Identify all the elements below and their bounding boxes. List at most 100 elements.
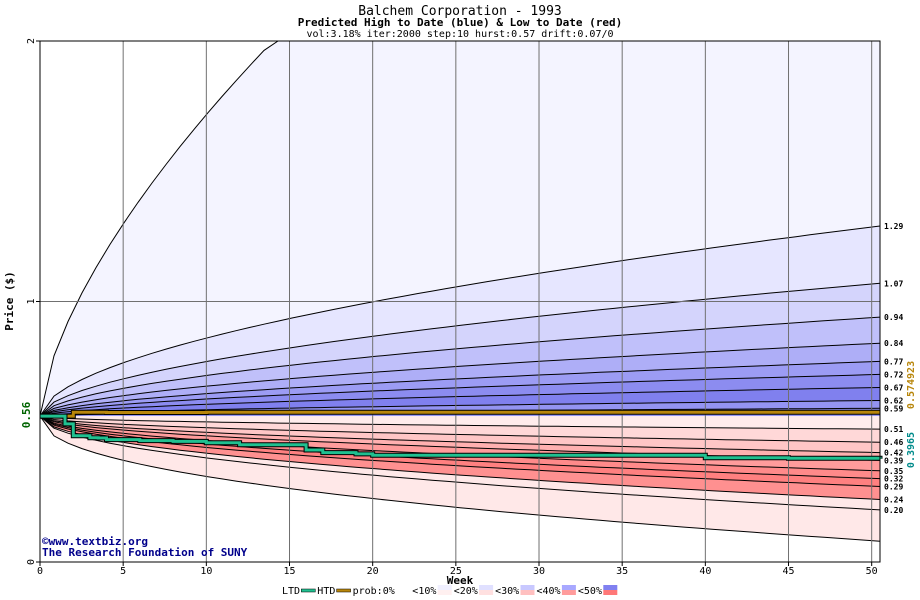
y-tick-label: 0 [26, 559, 37, 565]
quantile-label-0.84: 0.84 [884, 339, 903, 348]
start-price-label: 0.56 [20, 401, 33, 428]
lower-quantile-line-0.42 [39, 415, 881, 454]
upper-quantile-line-0.67 [39, 387, 881, 417]
x-tick-label: 45 [782, 566, 794, 577]
htd-final-value: 0.574923 [906, 361, 917, 409]
quantile-label-0.59: 0.59 [884, 404, 903, 413]
legend-label-5: <30% [495, 586, 519, 597]
legend-swatch-blue-7 [603, 585, 618, 590]
band-red-2 [40, 416, 880, 453]
x-tick-label: 35 [616, 566, 628, 577]
band-blue-1 [40, 226, 880, 417]
legend-swatch-red-2 [396, 590, 411, 595]
x-tick-label: 50 [866, 566, 878, 577]
band-blue-5 [40, 361, 880, 417]
grid [40, 41, 880, 562]
lower-quantile-line-0.29 [39, 415, 881, 487]
credit-site: ©www.textbiz.org [42, 535, 148, 548]
band-blue-2 [40, 283, 880, 417]
quantile-label-0.35: 0.35 [884, 467, 903, 476]
upper-quantile-line-0.84 [39, 342, 881, 417]
band-red-7 [40, 416, 880, 500]
y-tick-label: 1 [26, 298, 37, 304]
legend-line-swatch-1 [336, 588, 351, 593]
legend-swatch-red-4 [479, 590, 494, 595]
chart-title: Balchem Corporation - 1993 [358, 4, 562, 19]
band-blue-3 [40, 317, 880, 417]
quantile-label-1.29: 1.29 [884, 222, 903, 231]
y-axis-ticks: 0 1 2 [26, 38, 40, 565]
band-red-6 [40, 416, 880, 487]
htd-line [40, 410, 880, 418]
chart-subtitle: Predicted High to Date (blue) & Low to D… [298, 16, 623, 29]
upper-quantile-line-0.94 [39, 316, 881, 417]
legend-swatch-blue-2 [396, 585, 411, 590]
band-blue-0 [40, 41, 880, 417]
legend-swatch-red-3 [437, 590, 452, 595]
quantile-label-0.32: 0.32 [884, 475, 903, 484]
legend-swatch-blue-3 [437, 585, 452, 590]
legend-label-7: <50% [578, 586, 602, 597]
legend-swatch-blue-6 [561, 585, 576, 590]
legend-swatch-red-5 [520, 590, 535, 595]
band-red-9 [40, 416, 880, 542]
ltd-final-value: 0.3965 [906, 432, 917, 468]
upper-quantile-line-0.77 [39, 360, 881, 417]
quantile-end-labels: 1.29 1.07 0.94 0.84 0.77 0.72 0.67 0.620.59 0.51… [884, 222, 903, 515]
x-tick-label: 0 [37, 566, 43, 577]
x-axis-ticks: 0 5 10 15 20 25 30 35 40 45 50 [37, 562, 878, 577]
x-tick-label: 40 [699, 566, 711, 577]
quantile-label-0.51: 0.51 [884, 425, 903, 434]
copyright-icon: © [42, 535, 49, 548]
chart-params: vol:3.18% iter:2000 step:10 hurst:0.57 d… [306, 29, 613, 40]
quantile-label-0.94: 0.94 [884, 313, 903, 322]
y-axis-label: Price ($) [3, 271, 16, 331]
x-tick-label: 25 [450, 566, 462, 577]
quantile-label-0.42: 0.42 [884, 449, 903, 458]
quantile-label-0.72: 0.72 [884, 370, 903, 379]
quantile-label-0.67: 0.67 [884, 383, 903, 392]
x-axis-label: Week [447, 574, 474, 587]
band-blue-6 [40, 374, 880, 417]
band-blue-4 [40, 343, 880, 417]
legend-label-0: LTD [282, 586, 300, 597]
quantile-label-0.77: 0.77 [884, 357, 903, 366]
outer-low-line [39, 415, 881, 542]
legend-line-swatch-0 [301, 588, 316, 593]
x-tick-label: 5 [120, 566, 126, 577]
quantile-label-0.20: 0.20 [884, 506, 903, 515]
quantile-label-0.39: 0.39 [884, 456, 903, 465]
legend-swatch-red-6 [561, 590, 576, 595]
legend-label-3: <10% [412, 586, 436, 597]
upper-quantile-line-1.07 [39, 282, 881, 417]
quantile-label-0.29: 0.29 [884, 482, 903, 491]
lower-quantile-line-0.46 [39, 415, 881, 443]
upper-quantile-line-0.72 [39, 373, 881, 417]
y-tick-label: 2 [26, 38, 37, 44]
x-tick-label: 15 [283, 566, 295, 577]
quantile-label-0.24: 0.24 [884, 495, 903, 504]
quantile-label-0.62: 0.62 [884, 396, 903, 405]
legend-swatch-blue-5 [520, 585, 535, 590]
band-blue-7 [40, 387, 880, 417]
credit-org: The Research Foundation of SUNY [42, 546, 248, 559]
lower-quantile-line-0.20 [39, 415, 881, 511]
x-tick-label: 20 [367, 566, 379, 577]
credit-site-text: www.textbiz.org [49, 535, 148, 548]
upper-quantile-line-1.29 [39, 225, 881, 417]
band-red-3 [40, 416, 880, 461]
legend-label-1: HTD [317, 586, 335, 597]
series-lines [40, 409, 883, 461]
lower-quantile-line-0.51 [39, 415, 881, 430]
band-red-5 [40, 416, 880, 479]
legend: LTD HTD prob:0% <10% <20% <30% <40% <50% [282, 585, 618, 597]
band-red-8 [40, 416, 880, 510]
legend-label-6: <40% [537, 586, 561, 597]
quantile-label-1.07: 1.07 [884, 279, 903, 288]
legend-swatch-blue-4 [479, 585, 494, 590]
x-tick-label: 30 [533, 566, 545, 577]
legend-swatch-red-7 [603, 590, 618, 595]
ltd-line [40, 414, 882, 460]
quantile-label-0.46: 0.46 [884, 438, 903, 447]
